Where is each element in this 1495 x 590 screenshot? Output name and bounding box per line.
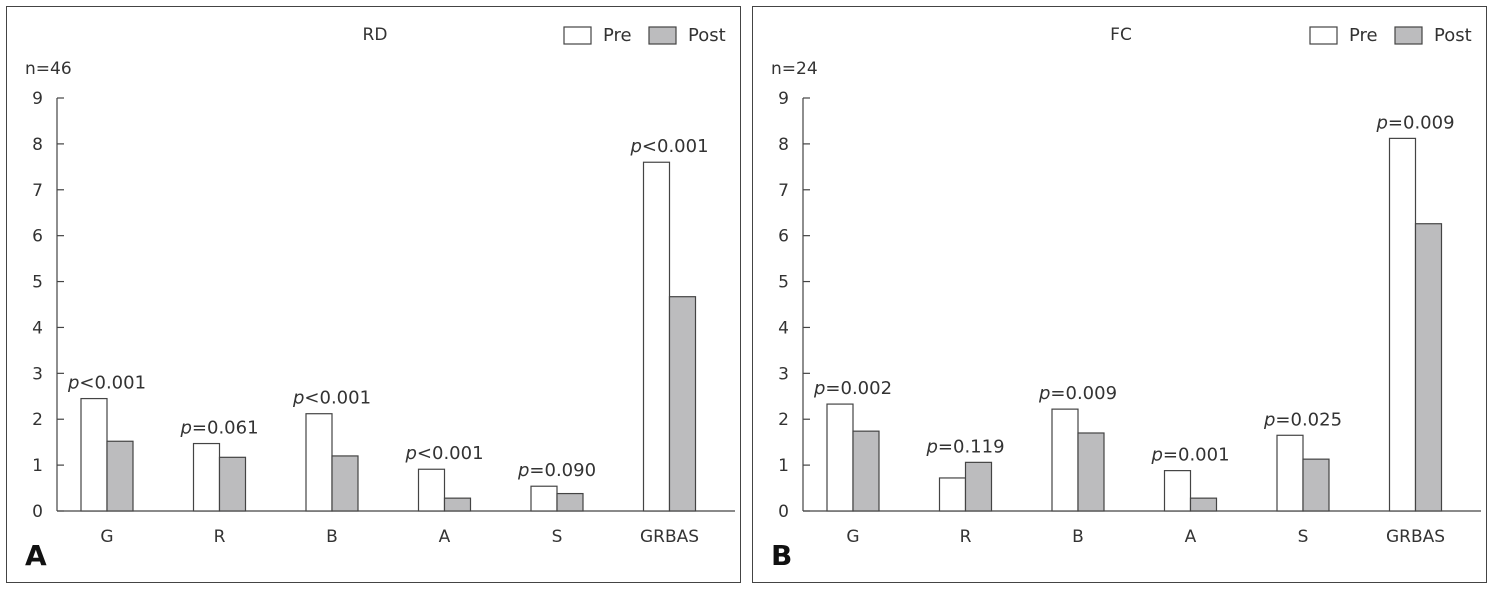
- chart-b-y-tick-label: 0: [778, 502, 789, 522]
- chart-a-y-tick-label: 8: [32, 135, 43, 155]
- x-tick-label-b-grbas: GRBAS: [1386, 527, 1445, 547]
- p-value-a-grbas: p<0.001: [629, 136, 708, 157]
- bar-a-post-a: [443, 497, 472, 512]
- chart-a-y-tick-label: 1: [32, 456, 43, 476]
- bar-b-pre-grbas: [1388, 137, 1417, 512]
- p-value-a-b: p<0.001: [292, 388, 371, 409]
- chart-a-y-tick-label: 6: [32, 227, 43, 247]
- x-tick-label-a-grbas: GRBAS: [640, 527, 699, 547]
- bar-b-post-r: [964, 461, 993, 512]
- p-value-a-s: p=0.090: [517, 460, 596, 481]
- bar-b-pre-a: [1163, 470, 1192, 512]
- bar-a-post-s: [556, 492, 584, 512]
- bar-b-post-grbas: [1414, 223, 1443, 512]
- p-value-b-a: p=0.001: [1150, 445, 1229, 466]
- x-tick-label-a-a: A: [439, 527, 451, 547]
- bar-b-post-g: [852, 430, 880, 512]
- x-tick-label-b-a: A: [1185, 527, 1197, 547]
- p-value-b-grbas: p=0.009: [1375, 112, 1454, 133]
- chart-b-y-tick-label: 3: [778, 364, 789, 384]
- legend-a-swatch-post: [648, 26, 677, 45]
- p-value-a-g: p<0.001: [67, 373, 146, 394]
- chart-b-title: FC: [1110, 25, 1132, 45]
- chart-b-y-tick-label: 8: [778, 135, 789, 155]
- p-value-b-s: p=0.025: [1263, 409, 1342, 430]
- chart-b-n-label: n=24: [771, 59, 818, 79]
- bar-b-pre-r: [938, 477, 967, 512]
- legend-b-label-post: Post: [1434, 25, 1472, 46]
- chart-a-y-tick-label: 4: [32, 318, 43, 338]
- legend-a-label-post: Post: [688, 25, 726, 46]
- bar-a-post-r: [218, 456, 247, 512]
- p-value-a-a: p<0.001: [404, 443, 483, 464]
- bar-b-pre-s: [1276, 434, 1304, 512]
- chart-b-y-tick-label: 7: [778, 181, 789, 201]
- bar-b-pre-b: [1051, 408, 1079, 512]
- chart-a-title: RD: [363, 25, 388, 45]
- bar-a-pre-r: [192, 442, 221, 512]
- legend-a-swatch-pre: [563, 26, 592, 45]
- chart-b-y-tick-label: 4: [778, 318, 789, 338]
- bar-a-pre-s: [530, 485, 558, 512]
- chart-a-y-tick-label: 0: [32, 502, 43, 522]
- bar-a-pre-g: [80, 397, 108, 512]
- panel-letter-b: B: [771, 539, 792, 572]
- bar-a-post-g: [106, 440, 134, 512]
- x-tick-label-a-g: G: [100, 527, 113, 547]
- chart-a-y-tick-label: 2: [32, 410, 43, 430]
- bar-b-post-a: [1189, 497, 1218, 512]
- legend-b-label-pre: Pre: [1349, 25, 1378, 46]
- bar-b-pre-g: [826, 403, 854, 512]
- x-tick-label-a-s: S: [552, 527, 563, 547]
- x-tick-label-b-r: R: [960, 527, 972, 547]
- legend-a-label-pre: Pre: [603, 25, 632, 46]
- x-tick-label-a-r: R: [214, 527, 226, 547]
- panel-letter-a: A: [25, 539, 47, 572]
- bar-a-post-grbas: [668, 296, 697, 512]
- chart-b-y-tick-label: 9: [778, 89, 789, 109]
- p-value-a-r: p=0.061: [179, 418, 258, 439]
- x-tick-label-a-b: B: [326, 527, 338, 547]
- chart-b-y-tick-label: 5: [778, 273, 789, 293]
- chart-b-svg: FC Pre Post n=24 0 1 2 3 4 5 6 7 8 9 Gp=0.002 Rp=0.119 B…: [771, 25, 1481, 572]
- p-value-b-r: p=0.119: [925, 436, 1004, 457]
- chart-a-n-label: n=46: [25, 59, 72, 79]
- x-tick-label-b-g: G: [846, 527, 859, 547]
- x-tick-label-b-b: B: [1072, 527, 1084, 547]
- chart-a-y-tick-label: 3: [32, 364, 43, 384]
- chart-a-y-tick-label: 5: [32, 273, 43, 293]
- bar-a-pre-grbas: [642, 161, 671, 512]
- chart-a-y-tick-label: 9: [32, 89, 43, 109]
- chart-a-svg: RD Pre Post n=46 0 1 2 3 4 5 6 7 8 9 Gp<0.001 Rp=0.061 B…: [25, 25, 735, 572]
- bar-a-pre-b: [305, 413, 333, 512]
- chart-a-y-tick-label: 7: [32, 181, 43, 201]
- bar-b-post-s: [1302, 458, 1330, 512]
- legend-b-swatch-pre: [1309, 26, 1338, 45]
- legend-b-swatch-post: [1394, 26, 1423, 45]
- p-value-b-b: p=0.009: [1038, 383, 1117, 404]
- bar-a-pre-a: [417, 468, 446, 512]
- x-tick-label-b-s: S: [1298, 527, 1309, 547]
- chart-b-y-tick-label: 2: [778, 410, 789, 430]
- bar-a-post-b: [331, 455, 359, 512]
- bar-b-post-b: [1077, 432, 1105, 512]
- chart-b-y-tick-label: 1: [778, 456, 789, 476]
- p-value-b-g: p=0.002: [813, 378, 892, 399]
- chart-b-y-tick-label: 6: [778, 227, 789, 247]
